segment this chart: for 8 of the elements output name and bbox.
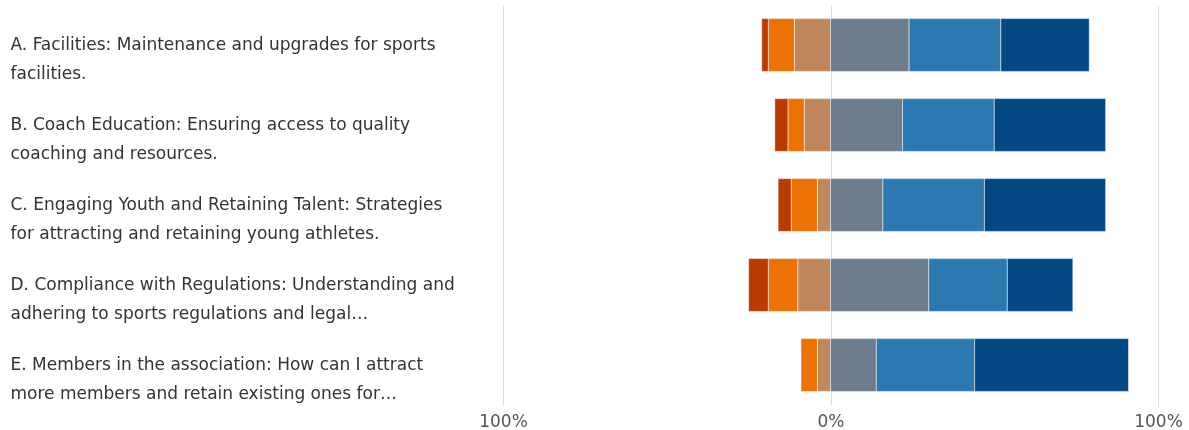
y-tick-label: D. Compliance with Regulations: Understanding and adhering to sports regulations and legal… (10, 274, 455, 323)
y-tick-label: A. Facilities: Maintenance and upgrades for sports facilities. (10, 34, 436, 83)
x-tick-label: 100% (1134, 410, 1183, 430)
y-tick-label: B. Coach Education: Ensuring access to quality coaching and resources. (10, 114, 411, 163)
x-tick-label: 0% (817, 410, 845, 430)
x-tick-label: 100% (479, 410, 528, 430)
y-tick-label: E. Members in the association: How can I attract more members and retain existing ones for… (10, 354, 424, 403)
y-tick-label: C. Engaging Youth and Retaining Talent: Strategies for attracting and retaining young athletes. (10, 194, 443, 243)
